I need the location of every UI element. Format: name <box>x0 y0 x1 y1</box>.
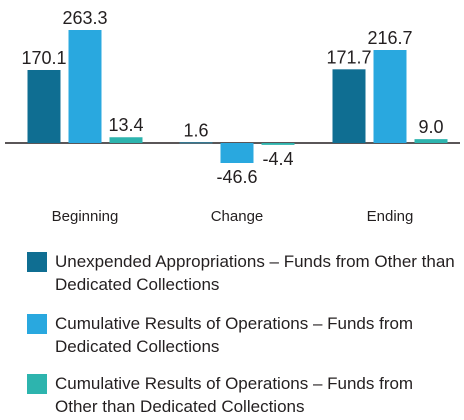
bar <box>68 30 102 143</box>
value-label: 170.1 <box>21 48 66 68</box>
legend-swatch <box>27 314 47 334</box>
value-label: -4.4 <box>262 149 293 169</box>
bar <box>261 143 295 145</box>
legend-swatch <box>27 374 47 394</box>
bar <box>109 137 143 143</box>
x-tick-label: Beginning <box>52 208 119 225</box>
value-label: 216.7 <box>367 28 412 48</box>
x-tick-label: Ending <box>367 208 414 225</box>
bar <box>332 69 366 143</box>
bar <box>373 49 407 144</box>
value-label: 13.4 <box>108 115 143 135</box>
value-label: 9.0 <box>418 117 443 137</box>
legend-label: Cumulative Results of Operations – Funds… <box>55 314 414 356</box>
legend-item: Cumulative Results of Operations – Funds… <box>27 312 464 358</box>
legend-item: Cumulative Results of Operations – Funds… <box>27 372 464 418</box>
value-label: -46.6 <box>216 167 257 187</box>
bar <box>179 142 213 144</box>
legend-item: Unexpended Appropriations – Funds from O… <box>27 250 464 296</box>
legend-swatch <box>27 252 47 272</box>
legend-label: Unexpended Appropriations – Funds from O… <box>55 252 455 294</box>
bar <box>27 69 61 143</box>
chart: Beginning 170.1 263.3 13.4 Change 1.6 -46.6-4.… <box>5 8 460 225</box>
value-label: 1.6 <box>183 120 208 140</box>
bar <box>220 143 254 163</box>
x-tick-label: Change <box>211 208 264 225</box>
bar <box>414 139 448 143</box>
legend-label: Cumulative Results of Operations – Funds… <box>55 374 414 416</box>
value-label: 263.3 <box>62 8 107 28</box>
value-label: 171.7 <box>326 47 371 67</box>
